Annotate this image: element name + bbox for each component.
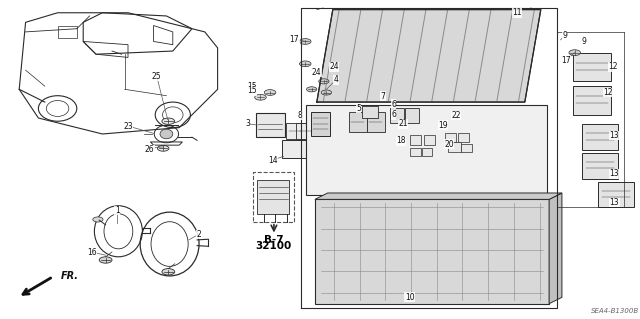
Circle shape	[93, 217, 103, 222]
Circle shape	[300, 61, 311, 67]
FancyBboxPatch shape	[390, 108, 404, 123]
Text: 9: 9	[562, 31, 567, 40]
Text: 8: 8	[297, 111, 302, 120]
Text: 17: 17	[561, 56, 571, 65]
FancyBboxPatch shape	[582, 124, 618, 150]
Circle shape	[321, 90, 332, 95]
Circle shape	[569, 50, 580, 56]
Circle shape	[319, 79, 329, 84]
Text: 12: 12	[609, 63, 618, 71]
Ellipse shape	[160, 129, 173, 139]
FancyBboxPatch shape	[315, 199, 549, 304]
FancyBboxPatch shape	[582, 153, 618, 179]
Text: 10: 10	[404, 293, 415, 302]
Circle shape	[307, 87, 317, 92]
Text: 9: 9	[581, 37, 586, 46]
Text: 1: 1	[115, 206, 120, 215]
Text: 13: 13	[609, 169, 620, 178]
FancyBboxPatch shape	[405, 108, 419, 123]
Text: 23: 23	[123, 122, 133, 130]
Text: 32100: 32100	[256, 241, 292, 251]
FancyBboxPatch shape	[598, 182, 634, 207]
FancyBboxPatch shape	[458, 133, 469, 142]
Circle shape	[99, 257, 112, 263]
Text: 13: 13	[609, 198, 620, 207]
FancyBboxPatch shape	[296, 123, 316, 139]
Polygon shape	[317, 10, 541, 102]
Text: 2: 2	[196, 230, 201, 239]
Text: 26: 26	[145, 145, 155, 154]
Text: 24: 24	[329, 63, 339, 71]
Circle shape	[264, 90, 276, 95]
FancyBboxPatch shape	[410, 148, 421, 156]
Circle shape	[162, 118, 175, 124]
Text: 15: 15	[246, 86, 257, 95]
Text: 15: 15	[246, 82, 257, 91]
FancyBboxPatch shape	[461, 144, 472, 152]
Circle shape	[300, 39, 311, 44]
FancyBboxPatch shape	[573, 86, 611, 115]
FancyBboxPatch shape	[257, 180, 289, 214]
Text: SEA4-B1300B: SEA4-B1300B	[591, 308, 639, 314]
Circle shape	[255, 94, 266, 100]
Text: FR.: FR.	[61, 271, 79, 281]
Text: 12: 12	[604, 88, 612, 97]
Text: 20: 20	[444, 140, 454, 149]
Text: 19: 19	[438, 121, 448, 130]
FancyBboxPatch shape	[306, 105, 547, 195]
Text: 7: 7	[380, 92, 385, 101]
Text: 22: 22	[452, 111, 461, 120]
Text: 5: 5	[356, 104, 361, 113]
Text: B-7: B-7	[264, 235, 284, 245]
Text: 3: 3	[245, 119, 250, 128]
Text: 18: 18	[397, 137, 406, 145]
Polygon shape	[315, 193, 562, 199]
FancyBboxPatch shape	[410, 135, 421, 145]
Circle shape	[162, 269, 175, 275]
Text: 21: 21	[399, 119, 408, 128]
Text: 17: 17	[289, 35, 300, 44]
Text: 16: 16	[86, 248, 97, 256]
Text: 25: 25	[152, 72, 162, 81]
FancyBboxPatch shape	[573, 53, 611, 81]
FancyBboxPatch shape	[448, 142, 461, 152]
FancyBboxPatch shape	[311, 112, 330, 136]
FancyBboxPatch shape	[445, 133, 456, 142]
FancyBboxPatch shape	[422, 148, 432, 156]
Text: 11: 11	[513, 8, 522, 17]
Text: 13: 13	[609, 131, 620, 140]
Text: 6: 6	[391, 110, 396, 119]
Circle shape	[157, 145, 169, 151]
FancyBboxPatch shape	[256, 113, 285, 137]
Text: 6: 6	[391, 100, 396, 109]
FancyBboxPatch shape	[362, 106, 378, 118]
FancyBboxPatch shape	[424, 135, 435, 145]
FancyBboxPatch shape	[349, 112, 367, 132]
FancyBboxPatch shape	[286, 123, 305, 139]
Text: 14: 14	[268, 156, 278, 165]
Text: 24: 24	[312, 68, 322, 77]
Polygon shape	[549, 193, 562, 304]
Text: 4: 4	[333, 75, 339, 84]
FancyBboxPatch shape	[367, 112, 385, 132]
FancyBboxPatch shape	[282, 140, 306, 158]
